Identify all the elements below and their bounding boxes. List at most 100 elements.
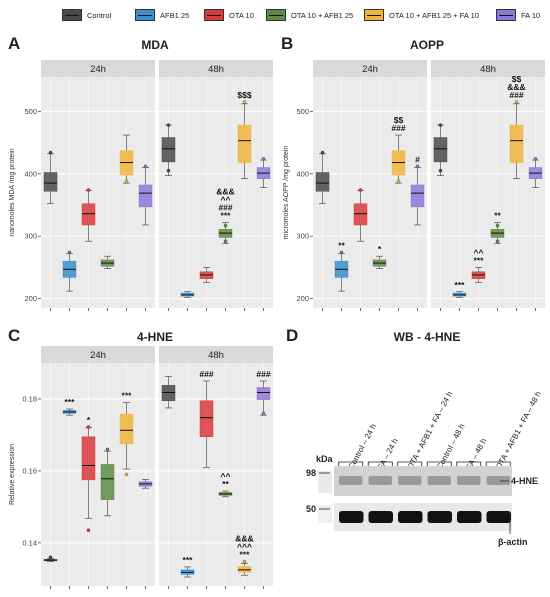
facet-label: 24h: [90, 350, 106, 361]
significance-label: ###: [199, 369, 213, 379]
legend-label: Control: [87, 10, 112, 20]
box-fa-10: [256, 380, 271, 416]
significance-label: ^^: [221, 194, 231, 204]
data-point: [223, 223, 228, 228]
band-4hne: [457, 476, 481, 485]
band-label: β-actin: [498, 537, 528, 547]
lane-label: Control – 48 h: [435, 422, 467, 471]
lane-bracket: [397, 461, 423, 466]
facet-strip: [41, 60, 155, 77]
facet-label: 24h: [90, 64, 106, 75]
significance-label: ###: [391, 123, 405, 133]
band-4hne: [486, 476, 510, 485]
facet-48h: 48h******^^**###&&&$$: [431, 60, 545, 311]
data-point: [86, 188, 91, 192]
significance-label: ^^^: [237, 542, 252, 552]
significance-label: **: [494, 210, 501, 220]
box-body: [199, 400, 214, 437]
facet-background: [159, 363, 273, 586]
y-tick-label: 200: [24, 294, 37, 303]
band-4hne: [339, 476, 363, 485]
legend-item-fa: FA 10: [496, 6, 540, 24]
box-fa-10: [528, 157, 543, 188]
lane-bracket: [426, 461, 452, 466]
box-body: [100, 464, 115, 500]
data-point: [166, 168, 171, 173]
facet-strip: [313, 60, 427, 77]
panel-letter-a: A: [8, 34, 21, 53]
facet-background: [159, 77, 273, 308]
facet-label: 48h: [208, 350, 224, 361]
y-tick-label: 0.16: [22, 466, 37, 475]
significance-label: ***: [455, 280, 466, 290]
blot-4hne-background: [334, 466, 512, 496]
data-point: [339, 250, 344, 255]
box-afb1-25: [180, 291, 195, 298]
panel-letter-b: B: [281, 34, 294, 53]
box-ota-10-afb1-25: [100, 255, 115, 269]
legend-item-ota-afb1-fa: OTA 10 + AFB1 25 + FA 10: [364, 6, 479, 24]
box-fa-10: [138, 164, 153, 226]
facet-24h: 24h*******: [41, 346, 155, 589]
facet-strip: [159, 346, 273, 363]
data-point: [223, 239, 228, 243]
facet-label: 24h: [362, 64, 378, 75]
box-fa-10: [138, 479, 153, 489]
blot-actin-background: [334, 503, 512, 531]
kda-label: kDa: [316, 454, 334, 464]
facet-label: 48h: [208, 64, 224, 75]
box-afb1-25: [334, 250, 349, 292]
y-tick-label: 0.18: [22, 394, 37, 403]
box-body: [256, 387, 271, 400]
marker-label: 98: [306, 468, 316, 478]
band-4hne: [398, 476, 422, 485]
significance-label: *: [87, 415, 91, 425]
chart-b: micromoles AOPP /mg protein 200 300 400 500 2…: [283, 60, 545, 311]
legend-item-ota-afb1: OTA 10 + AFB1 25: [266, 6, 353, 24]
box-afb1-25: [180, 566, 195, 578]
significance-label: $$: [512, 74, 522, 84]
data-point: [261, 157, 266, 161]
box-ota-10: [353, 188, 368, 242]
data-point: [105, 447, 110, 452]
box-fa-10: [256, 157, 271, 188]
data-point: [242, 559, 247, 564]
y-tick-label: 300: [24, 232, 37, 241]
legend-swatch: [62, 9, 82, 21]
y-tick-label: 500: [24, 107, 37, 116]
facet-background: [41, 77, 155, 308]
y-axis-label: micromoles AOPP /mg protein: [283, 146, 290, 240]
box-body: [43, 172, 58, 192]
y-axis-label: nanomoles MDA /mg protein: [9, 148, 16, 236]
facet-background: [431, 77, 545, 308]
lane-bracket: [367, 461, 393, 466]
facet-strip: [431, 60, 545, 77]
significance-label: ###: [509, 90, 523, 100]
panel-letter-d: D: [286, 326, 299, 345]
box-ota-10-afb1-25-fa-10: [119, 134, 134, 184]
data-point: [242, 100, 247, 104]
lane-label: FA – 48 h: [465, 437, 489, 471]
data-point: [67, 250, 72, 255]
box-body: [509, 124, 524, 163]
box-body: [119, 413, 134, 445]
significance-label: &&&: [216, 186, 234, 196]
legend: Control AFB1 25 OTA 10 OTA 10 + AFB1 25 …: [0, 0, 550, 30]
lane-label: OTA + AFB1 + FA – 48 h: [494, 390, 543, 471]
facet-24h: 24h: [41, 60, 155, 311]
significance-label: ###: [218, 202, 232, 212]
lane-label: FA – 24 h: [376, 437, 400, 471]
box-ota-10: [471, 267, 486, 283]
facet-strip: [159, 60, 273, 77]
panel-title-4hne: 4-HNE: [136, 330, 173, 344]
legend-swatch: [364, 9, 384, 21]
panel-title-mda: MDA: [141, 38, 169, 52]
box-control: [315, 150, 330, 205]
box-control: [161, 376, 176, 409]
box-body: [161, 137, 176, 163]
data-point: [495, 239, 500, 243]
significance-label: *: [378, 244, 382, 254]
box-afb1-25: [62, 408, 77, 416]
significance-label: #: [415, 154, 420, 164]
